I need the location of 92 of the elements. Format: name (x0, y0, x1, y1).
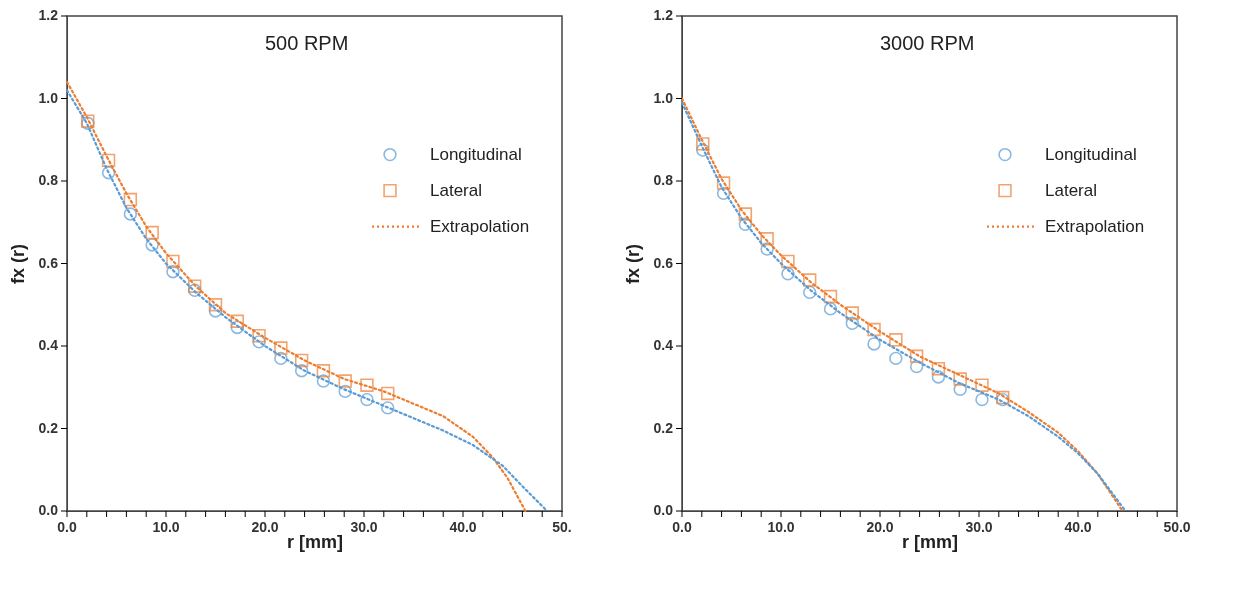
point (360, 392, 374, 407)
x-tick-label: 50.0 (1163, 519, 1191, 535)
point (294, 364, 309, 378)
x-tick-label: 10.0 (767, 519, 795, 535)
x-tick-label: 30.0 (350, 519, 378, 535)
point (760, 242, 774, 256)
legend-label: Extrapolation (430, 216, 530, 236)
point (208, 304, 223, 318)
legend-label: Lateral (1045, 180, 1097, 200)
point (975, 392, 989, 407)
point (716, 176, 731, 190)
y-tick-label: 1.2 (38, 7, 59, 23)
point (931, 361, 946, 376)
y-tick-label: 0.0 (38, 502, 59, 518)
point (166, 265, 180, 279)
point (252, 335, 266, 349)
point (781, 254, 795, 269)
point (381, 401, 395, 415)
point (696, 137, 710, 151)
text: 3000 RPM (880, 32, 975, 54)
x-axis-title: r [mm] (286, 531, 344, 552)
point (909, 349, 924, 364)
y-tick-label: 0.0 (653, 502, 674, 518)
point (823, 302, 838, 316)
x-tick-label: 20.0 (866, 519, 894, 535)
y-axis-title: fx (r) (7, 244, 28, 284)
point (953, 372, 967, 386)
point (101, 153, 116, 168)
point (145, 225, 159, 240)
y-tick-label: 0.6 (38, 254, 59, 271)
point (294, 353, 309, 368)
point (867, 337, 881, 351)
point (867, 322, 881, 337)
y-tick-label: 1.0 (38, 89, 59, 106)
y-axis-title: fx (r) (622, 244, 643, 284)
legend-label: Longitudinal (1045, 144, 1137, 164)
x-tick-label: 10.0 (152, 519, 180, 535)
point (802, 285, 817, 300)
point (975, 378, 989, 392)
point (338, 384, 352, 399)
point (166, 254, 180, 269)
point (953, 382, 967, 397)
point (738, 217, 753, 232)
x-tick-label: 20.0 (251, 519, 279, 535)
point (909, 359, 924, 374)
point (316, 374, 331, 388)
point (889, 351, 903, 366)
y-tick-label: 0.2 (653, 419, 674, 436)
x-tick-label: 30.0 (965, 519, 993, 535)
y-tick-label: 0.8 (38, 172, 59, 188)
point (381, 386, 395, 401)
y-tick-label: 0.4 (653, 337, 674, 353)
point (738, 207, 753, 221)
point (802, 273, 817, 287)
legend-label: Longitudinal (430, 144, 522, 164)
point (123, 207, 138, 221)
x-tick-label: 40.0 (1064, 519, 1092, 535)
legend-label: Lateral (430, 180, 482, 200)
point (845, 306, 859, 320)
point (208, 298, 223, 312)
point (145, 238, 159, 252)
x-tick-label: 40.0 (449, 519, 477, 535)
point (230, 314, 244, 328)
point (889, 333, 903, 347)
point (716, 186, 731, 201)
y-tick-label: 1.2 (653, 7, 674, 23)
x-axis-title: r [mm] (901, 531, 959, 552)
point (274, 341, 288, 355)
x-tick-label: 50. (552, 519, 572, 535)
y-tick-label: 0.6 (653, 254, 674, 271)
point (781, 267, 795, 281)
point (845, 316, 859, 331)
x-tick-label: 0.0 (672, 519, 692, 535)
y-tick-label: 1.0 (653, 89, 674, 106)
point (274, 351, 288, 366)
point (101, 166, 116, 180)
point (760, 232, 774, 246)
y-tick-label: 0.8 (653, 172, 674, 188)
point (123, 192, 138, 207)
y-tick-label: 0.4 (38, 337, 59, 353)
point (316, 364, 331, 378)
point (823, 289, 838, 304)
x-tick-label: 0.0 (57, 519, 77, 535)
point (252, 328, 266, 343)
point (230, 320, 244, 335)
point (338, 374, 352, 388)
point (187, 279, 202, 293)
point (931, 370, 946, 384)
point (360, 378, 374, 392)
legend-label: Extrapolation (1045, 216, 1145, 236)
text: 500 RPM (265, 32, 349, 54)
y-tick-label: 0.2 (38, 419, 59, 436)
